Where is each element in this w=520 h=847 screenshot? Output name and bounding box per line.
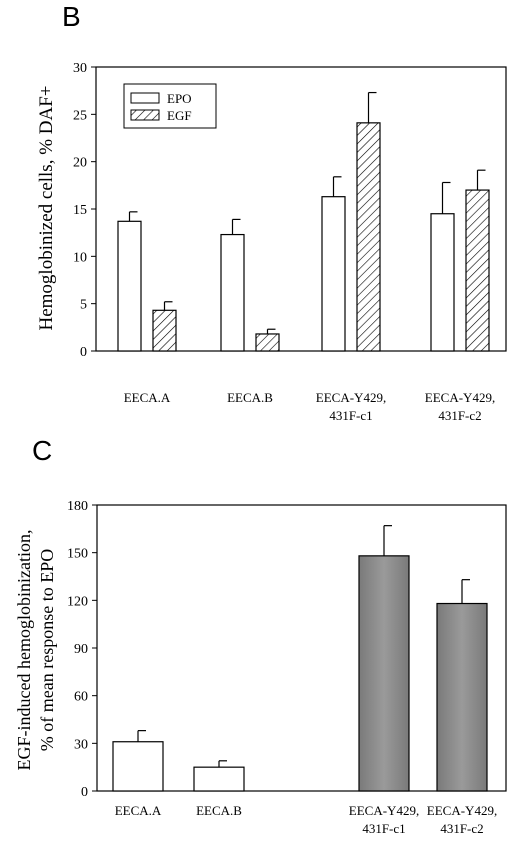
panel-c-y-tick-label: 30: [74, 737, 88, 752]
panel-c-y-tick-label: 180: [67, 499, 88, 514]
legend-swatch-epo: [130, 92, 160, 104]
legend-label-egf: EGF: [167, 108, 192, 123]
panel-b-y-axis-label: Hemoglobinized cells, % DAF+: [36, 85, 57, 330]
panel-b-bar-egf: [255, 333, 280, 352]
panel-c-y-tick-label: 0: [81, 785, 88, 800]
panel-b-bar-egf: [152, 309, 177, 352]
panel-b-bar-epo: [220, 233, 245, 352]
panel-c-category-label: 431F-c1: [362, 821, 405, 836]
panel-b-category-label: 431F-c1: [329, 408, 372, 423]
panel-b-chart: B Hemoglobinized cells, % DAF+ 0 5 10 15 20 2…: [36, 1, 507, 423]
legend-label-epo: EPO: [167, 91, 192, 106]
panel-b-y-tick-label: 0: [80, 345, 87, 360]
panel-c-chart: C EGF-induced hemoglobinization, % of me…: [14, 435, 507, 836]
panel-c-x-labels: EECA.A EECA.B EECA-Y429, 431F-c1 EECA-Y429, 4…: [115, 803, 498, 836]
panel-b-y-tick-label: 30: [73, 61, 87, 76]
panel-b-bar-epo: [430, 213, 455, 352]
panel-c-bar: [358, 555, 410, 792]
panel-b-category-label: EECA-Y429,: [425, 390, 495, 405]
panel-b-y-tick-label: 5: [80, 298, 87, 313]
panel-b-category-label: 431F-c2: [438, 408, 481, 423]
panel-c-category-label: 431F-c2: [440, 821, 483, 836]
panel-c-y-tick-label: 60: [74, 690, 88, 705]
panel-b-bar-egf: [356, 122, 381, 352]
panel-c-category-label: EECA-Y429,: [427, 803, 497, 818]
panel-b-y-tick-label: 25: [73, 108, 87, 123]
panel-b-y-tick-label: 10: [73, 250, 87, 265]
panel-c-y-ticks: 0 30 60 90 120 150 180: [67, 499, 97, 800]
panel-b-bars: [117, 91, 490, 352]
panel-c-bar: [436, 602, 488, 792]
panel-c-category-label: EECA.B: [196, 803, 242, 818]
panel-c-label: C: [32, 435, 52, 466]
panel-c-category-label: EECA-Y429,: [349, 803, 419, 818]
panel-c-y-tick-label: 120: [67, 594, 88, 609]
panel-b-label: B: [62, 1, 81, 32]
panel-c-y-tick-label: 90: [74, 642, 88, 657]
panel-b-legend: EPO EGF: [123, 83, 217, 129]
panel-b-y-ticks: 0 5 10 15 20 25 30: [73, 61, 96, 360]
panel-c-category-label: EECA.A: [115, 803, 162, 818]
panel-b-bar-egf: [465, 189, 490, 352]
panel-b-category-label: EECA-Y429,: [316, 390, 386, 405]
panel-c-y-tick-label: 150: [67, 547, 88, 562]
panel-b-category-label: EECA.A: [124, 390, 171, 405]
panel-b-bar-epo: [321, 196, 346, 352]
legend-swatch-egf: [130, 109, 160, 121]
panel-c-bars: [112, 525, 488, 792]
panel-b-category-label: EECA.B: [227, 390, 273, 405]
panel-b-y-tick-label: 20: [73, 156, 87, 171]
panel-b-x-labels: EECA.A EECA.B EECA-Y429, 431F-c1 EECA-Y429, 4…: [124, 390, 496, 423]
panel-c-y-axis-label-line-1: EGF-induced hemoglobinization,: [14, 530, 34, 771]
panel-c-y-axis-label-line-2: % of mean response to EPO: [37, 549, 57, 751]
legend-box: [123, 83, 217, 129]
panel-c-bar: [112, 741, 164, 792]
panel-b-bar-epo: [117, 220, 142, 352]
panel-c-bar: [193, 766, 245, 792]
panel-b-y-tick-label: 15: [73, 203, 87, 218]
